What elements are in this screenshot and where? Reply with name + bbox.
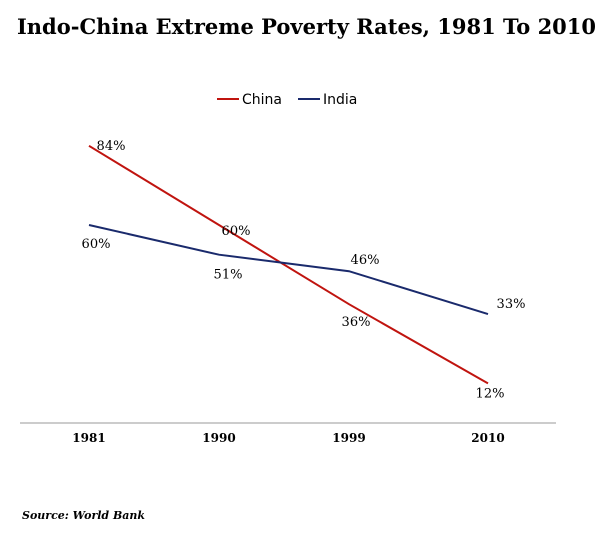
chart-legend: China India [217,92,357,108]
data-label-china-2010: 12% [476,386,505,401]
legend-label-china: China [242,92,282,108]
data-label-china-1990: 60% [222,224,251,239]
data-label-china-1981: 84% [97,139,126,154]
source-note: Source: World Bank [22,509,145,522]
series-line-india [88,224,489,316]
legend-label-india: India [323,92,357,108]
x-tick-label-1990: 1990 [202,431,235,445]
data-label-china-1999: 36% [342,315,371,330]
data-label-india-1999: 46% [351,253,380,268]
chart-title: Indo-China Extreme Poverty Rates, 1981 T… [16,14,597,39]
x-tick-label-2010: 2010 [471,431,504,445]
data-label-india-2010: 33% [497,297,526,312]
data-label-india-1981: 60% [82,237,111,252]
series-line-china [88,144,489,385]
x-axis-ticks: 1981 1990 1999 2010 [72,431,504,445]
data-label-india-1990: 51% [214,268,243,283]
data-labels: 84% 60% 36% 12% 60% 51% 46% 33% [82,139,526,402]
series-layer [88,144,489,385]
x-tick-label-1981: 1981 [72,431,105,445]
x-tick-label-1999: 1999 [332,431,365,445]
